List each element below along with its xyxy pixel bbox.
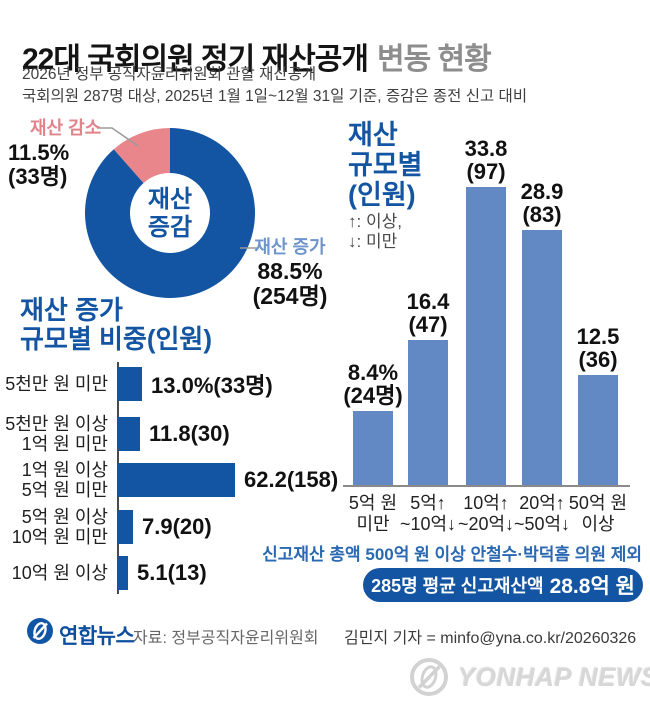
hbar-bar (118, 510, 133, 544)
subtitle-line-2: 국회의원 287명 대상, 2025년 1월 1일~12월 31일 기준, 증감… (22, 88, 528, 105)
increase-size-bar-chart: 5천만 원 미만 13.0%(33명) 5천만 원 이상 1억 원 미만 11.8(3… (0, 360, 338, 600)
hbar-category-label: 5억 원 이상 10억 원 미만 (11, 507, 108, 547)
increase-size-chart-title: 재산 증가 규모별 비중(인원) (20, 295, 212, 354)
vbar-value-label: 28.9 (83) (520, 179, 564, 227)
vbar-bar (578, 375, 618, 485)
yonhap-logo-icon (27, 618, 53, 644)
vbar-value-label: 8.4% (24명) (343, 360, 403, 408)
data-source: 자료: 정부공직자윤리위원회 (133, 630, 319, 647)
agency-name: 연합뉴스 (59, 625, 135, 648)
vbar-category-label: 5억↑ ~10억↓ (399, 493, 457, 534)
donut-label-decrease: 재산 감소 11.5% (33명) (8, 118, 101, 189)
asset-size-bar-chart: 8.4% (24명) 5억 원 미만 16.4 (47) 5억↑ ~10억↓ 33.8 … (330, 118, 650, 538)
vbar-category-label: 20억↑ ~50억↓ (513, 493, 571, 534)
decrease-count: (33명) (8, 164, 68, 189)
subtitle-line-1: 2026년 정부 공직자윤리위원회 관할 재산공개 (22, 66, 317, 83)
vbar-bar (522, 230, 562, 485)
decrease-percent: 11.5% (8, 140, 70, 165)
hbar-category-label: 5천만 원 미만 (5, 374, 108, 394)
average-asset-badge: 285명 평균 신고재산액 28.8억 원 (363, 568, 643, 602)
vbar-category-label: 50억 원 이상 (568, 493, 628, 534)
yonhap-watermark-icon (410, 658, 448, 696)
exclusion-note: 신고재산 총액 500억 원 이상 안철수·박덕흠 의원 제외 (262, 545, 642, 564)
page-title: 22대 국회의원 정기 재산공개 변동 현황 (22, 34, 492, 78)
hbar-category-label: 1억 원 이상 5억 원 미만 (21, 460, 108, 500)
increase-name: 재산 증가 (254, 237, 326, 257)
hbar-bar (118, 463, 235, 497)
decrease-name: 재산 감소 (30, 118, 102, 138)
hbar-value-label: 11.8(30) (149, 421, 230, 446)
asset-size-chart-title: 재산 규모별 (인원) (348, 120, 423, 210)
average-asset-badge-value: 28.8억 원 (549, 575, 635, 598)
right-chart-axis-line (343, 485, 630, 487)
page-title-sub: 변동 현황 (376, 43, 492, 77)
hbar-value-label: 62.2(158) (244, 467, 339, 492)
vbar-value-label: 16.4 (47) (406, 289, 450, 337)
vbar-bar (408, 340, 448, 485)
vbar-value-label: 12.5 (36) (576, 324, 620, 372)
reporter-byline: 김민지 기자 = minfo@yna.co.kr/20260326 (344, 630, 637, 647)
hbar-bar (118, 367, 143, 401)
donut-slice-increase (85, 128, 255, 298)
increase-count: (254명) (252, 283, 328, 309)
yonhap-watermark-text: YONHAP NEWS (458, 661, 650, 692)
hbar-bar (118, 417, 141, 451)
vbar-bar (466, 187, 506, 485)
increase-percent: 88.5% (257, 258, 323, 284)
page-title-main: 22대 국회의원 정기 재산공개 (22, 43, 369, 77)
vbar-value-label: 33.8 (97) (464, 136, 508, 184)
donut-center-label: 재산 증감 (147, 186, 193, 241)
vbar-category-label: 10억↑ ~20억↓ (457, 493, 515, 534)
yonhap-watermark: YONHAP NEWS (408, 656, 650, 698)
hbar-value-label: 7.9(20) (142, 514, 212, 539)
hbar-category-label: 10억 원 이상 (11, 563, 108, 583)
donut-label-increase: 재산 증가 88.5% (254명) (250, 237, 330, 309)
vbar-bar (353, 411, 393, 485)
hbar-value-label: 13.0%(33명) (151, 373, 273, 398)
average-asset-badge-prefix: 285명 평균 신고재산액 (371, 576, 544, 596)
hbar-value-label: 5.1(13) (137, 560, 207, 585)
arrow-legend-note: ↑: 이상, ↓: 미만 (348, 212, 402, 251)
hbar-category-label: 5천만 원 이상 1억 원 미만 (5, 414, 108, 454)
hbar-bar (118, 556, 128, 590)
vbar-category-label: 5억 원 미만 (348, 493, 398, 534)
